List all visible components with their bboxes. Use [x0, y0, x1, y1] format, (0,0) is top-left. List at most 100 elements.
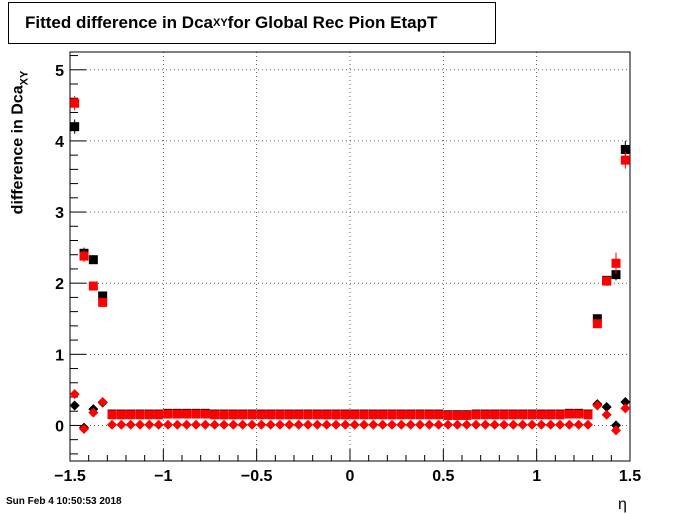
diamond-marker	[517, 419, 528, 430]
square-marker	[583, 410, 593, 420]
square-marker	[107, 410, 117, 420]
diamond-marker	[209, 419, 220, 430]
chart-title: Fitted difference in Dca XY for Global Re…	[8, 2, 496, 44]
diamond-marker	[191, 419, 201, 430]
diamond-marker	[433, 419, 444, 430]
diamond-marker	[144, 419, 155, 430]
diamond-marker	[303, 419, 313, 430]
square-marker	[387, 410, 397, 420]
diamond-marker	[527, 419, 537, 430]
diamond-marker	[228, 419, 239, 430]
square-marker	[480, 410, 490, 420]
tick-labels: −1.5 −1 −0.5 0 0.5 1 1.5 0 1 2 3 4 5	[54, 63, 641, 485]
y-axis-label-pre: difference in Dca	[9, 85, 27, 215]
chart-title-post: for Global Rec Pion EtapT	[227, 13, 438, 32]
diamond-marker	[405, 419, 416, 430]
square-marker	[499, 410, 509, 420]
chart-title-pre: Fitted difference in Dca	[25, 13, 213, 32]
square-marker	[116, 410, 126, 420]
diamond-marker	[135, 419, 145, 430]
square-marker	[368, 410, 378, 420]
diamond-marker	[489, 419, 500, 430]
square-marker	[452, 410, 462, 420]
diamond-marker	[265, 419, 276, 430]
square-marker	[592, 319, 602, 329]
square-marker	[424, 410, 434, 420]
diamond-marker	[592, 400, 603, 411]
diamond-marker	[79, 423, 89, 434]
square-marker	[312, 410, 322, 420]
diamond-marker	[97, 396, 108, 407]
diamond-marker	[153, 419, 164, 430]
y-tick-label: 0	[55, 418, 64, 435]
square-marker	[275, 410, 285, 420]
square-marker	[79, 251, 89, 261]
square-marker	[620, 155, 630, 165]
diamond-marker	[555, 419, 565, 430]
diamond-marker	[359, 419, 369, 430]
diamond-marker	[69, 400, 80, 411]
square-marker	[98, 297, 108, 307]
square-marker	[238, 410, 248, 420]
x-axis-label: η	[618, 496, 627, 513]
square-marker	[284, 410, 294, 420]
square-marker	[396, 410, 406, 420]
diamond-marker	[611, 425, 621, 436]
diamond-marker	[573, 419, 584, 430]
chart-title-sub: XY	[212, 17, 228, 29]
square-marker	[219, 410, 229, 420]
square-marker	[602, 276, 612, 286]
diamond-marker	[415, 419, 425, 430]
square-marker	[340, 410, 350, 420]
square-marker	[303, 410, 313, 420]
diamond-marker	[377, 419, 388, 430]
square-marker	[518, 410, 528, 420]
diamond-marker	[331, 419, 341, 430]
square-marker	[247, 410, 257, 420]
diamond-marker	[200, 419, 211, 430]
diamond-marker	[396, 419, 407, 430]
square-marker	[443, 410, 453, 420]
diamond-marker	[499, 419, 509, 430]
square-marker	[406, 410, 416, 420]
diamond-marker	[601, 409, 612, 420]
diamond-marker	[461, 419, 472, 430]
y-tick-label: 4	[55, 134, 64, 151]
square-marker	[359, 410, 369, 420]
square-marker	[172, 409, 182, 419]
diamond-marker	[312, 419, 323, 430]
diamond-marker	[340, 419, 351, 430]
x-tick-label: −0.5	[241, 468, 273, 485]
x-tick-label: −1.5	[54, 468, 86, 485]
diamond-marker	[88, 407, 99, 418]
square-marker	[135, 410, 145, 420]
grid-lines	[70, 52, 630, 461]
diamond-marker	[237, 419, 248, 430]
square-marker	[266, 410, 276, 420]
diamond-marker	[116, 419, 127, 430]
diamond-marker	[181, 419, 192, 430]
square-marker	[555, 410, 565, 420]
diamond-marker	[284, 419, 295, 430]
diamond-marker	[545, 419, 556, 430]
diamond-marker	[424, 419, 435, 430]
diamond-marker	[620, 403, 631, 414]
square-marker	[331, 410, 341, 420]
diamond-marker	[293, 419, 304, 430]
square-marker	[536, 410, 546, 420]
diamond-marker	[480, 419, 491, 430]
diamond-marker	[536, 419, 547, 430]
square-marker	[70, 98, 80, 108]
diamond-marker	[387, 419, 397, 430]
square-marker	[182, 409, 192, 419]
y-tick-label: 2	[55, 276, 64, 293]
square-marker	[546, 410, 556, 420]
square-marker	[154, 410, 164, 420]
square-marker	[462, 410, 472, 420]
axis-ticks	[69, 55, 631, 461]
diamond-marker	[172, 419, 183, 430]
square-marker	[191, 409, 201, 419]
square-marker	[490, 410, 500, 420]
x-tick-label: 1.5	[619, 468, 641, 485]
